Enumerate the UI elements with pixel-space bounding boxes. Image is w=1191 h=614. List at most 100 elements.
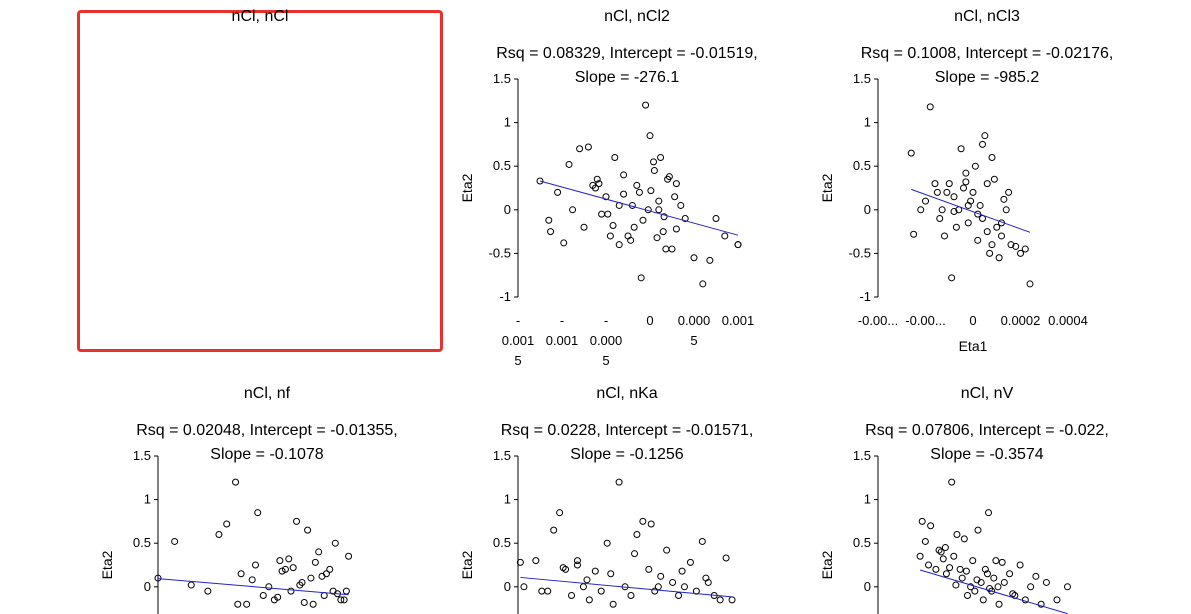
data-point (615, 241, 623, 249)
data-point (659, 228, 667, 236)
data-point (952, 581, 960, 589)
data-point (960, 535, 968, 543)
data-point (672, 225, 680, 233)
data-point (554, 188, 562, 196)
scatter-plot[interactable]: 1.5 1 0.5 0 -0.5 -1 Eta2 -0.00... -0.00... 0 0.000… (800, 70, 1130, 370)
regression-slope: Slope = -0.1256 (570, 446, 684, 463)
data-point (1000, 578, 1008, 586)
data-point (556, 509, 564, 517)
data-point (573, 557, 581, 565)
y-tick-label: 1 (504, 115, 511, 130)
data-point (981, 565, 989, 573)
data-point (568, 592, 576, 600)
data-point (259, 592, 267, 600)
y-tick-label: 1.5 (133, 448, 151, 463)
data-point (918, 517, 926, 525)
data-point (945, 180, 953, 188)
data-point (969, 188, 977, 196)
data-point (655, 197, 663, 205)
data-point (948, 274, 956, 282)
data-point (633, 181, 641, 189)
data-point (1009, 590, 1017, 598)
y-tick-label: -1 (499, 289, 511, 304)
data-point (680, 583, 688, 591)
data-point (547, 228, 555, 236)
data-point (1021, 245, 1029, 253)
data-point (609, 221, 617, 229)
data-point (969, 557, 977, 565)
data-point (1012, 242, 1020, 250)
data-point (939, 555, 947, 563)
data-point (635, 188, 643, 196)
data-point (265, 583, 273, 591)
data-point (973, 576, 981, 584)
data-point (985, 509, 993, 517)
data-point (281, 565, 289, 573)
data-point (584, 143, 592, 151)
y-tick-label: 1 (864, 492, 871, 507)
data-point (559, 564, 567, 572)
x-tick-label: 0.0004 (1048, 313, 1088, 328)
data-point (994, 583, 1002, 591)
data-point (983, 180, 991, 188)
data-point (604, 210, 612, 218)
data-point (921, 537, 929, 545)
y-axis-title: Eta2 (819, 550, 835, 579)
data-point (952, 223, 960, 231)
scatter-plot[interactable]: 1.5 1 0.5 0 -0.5 -1 Eta2 -0.001 5 -0.001 -0.000 5 0 0… (440, 70, 770, 370)
scatter-plot[interactable]: 1.5 1 0.5 0 Eta2 (80, 447, 410, 614)
data-point (637, 274, 645, 282)
regression-line (157, 578, 349, 596)
data-point (620, 171, 628, 179)
y-tick-label: 1.5 (853, 448, 871, 463)
regression-slope: Slope = -276.1 (574, 69, 680, 86)
data-point (974, 236, 982, 244)
data-point (1002, 206, 1010, 214)
data-point (573, 561, 581, 569)
y-tick-label: 0 (504, 579, 511, 594)
data-point (300, 598, 308, 606)
data-point (1027, 583, 1035, 591)
data-point (962, 567, 970, 575)
data-point (665, 173, 673, 181)
scatter-plot[interactable]: 1.5 1 0.5 0 Eta2 (440, 447, 770, 614)
panel-title: nCl, nKa (596, 385, 658, 402)
data-point (932, 565, 940, 573)
data-point (633, 530, 641, 538)
data-point (630, 223, 638, 231)
data-point (981, 132, 989, 140)
data-point (647, 520, 655, 528)
data-point (223, 520, 231, 528)
selected-panel-frame[interactable]: nCl, nCl (77, 8, 443, 352)
y-tick-label: 1.5 (493, 71, 511, 86)
data-point (311, 558, 319, 566)
y-tick-label: 1 (144, 492, 151, 507)
data-point (1006, 570, 1014, 578)
data-point (993, 223, 1001, 231)
y-tick-label: 0.5 (853, 535, 871, 550)
data-point (916, 552, 924, 560)
data-point (958, 574, 966, 582)
data-point (927, 522, 935, 530)
y-tick-label: 0.5 (133, 535, 151, 550)
data-point (646, 132, 654, 140)
data-point (1026, 280, 1034, 288)
scatter-plot[interactable]: 1.5 1 0.5 0 Eta2 (800, 447, 1130, 614)
panel-title: nCl, nV (960, 385, 1014, 402)
y-tick-label: 1 (504, 492, 511, 507)
regression-line (520, 576, 733, 598)
data-point (657, 572, 665, 580)
data-point (722, 554, 730, 562)
data-point (598, 210, 606, 218)
data-point (545, 216, 553, 224)
regression-line (919, 569, 1068, 614)
data-point (342, 587, 350, 595)
data-point (964, 219, 972, 227)
x-tick-label: -0.001 (546, 313, 579, 348)
data-point (516, 558, 524, 566)
y-tick-label: 1 (864, 115, 871, 130)
x-tick-label: 0.000 5 (678, 313, 711, 348)
data-point (296, 581, 304, 589)
data-point (171, 537, 179, 545)
data-point (941, 232, 948, 240)
